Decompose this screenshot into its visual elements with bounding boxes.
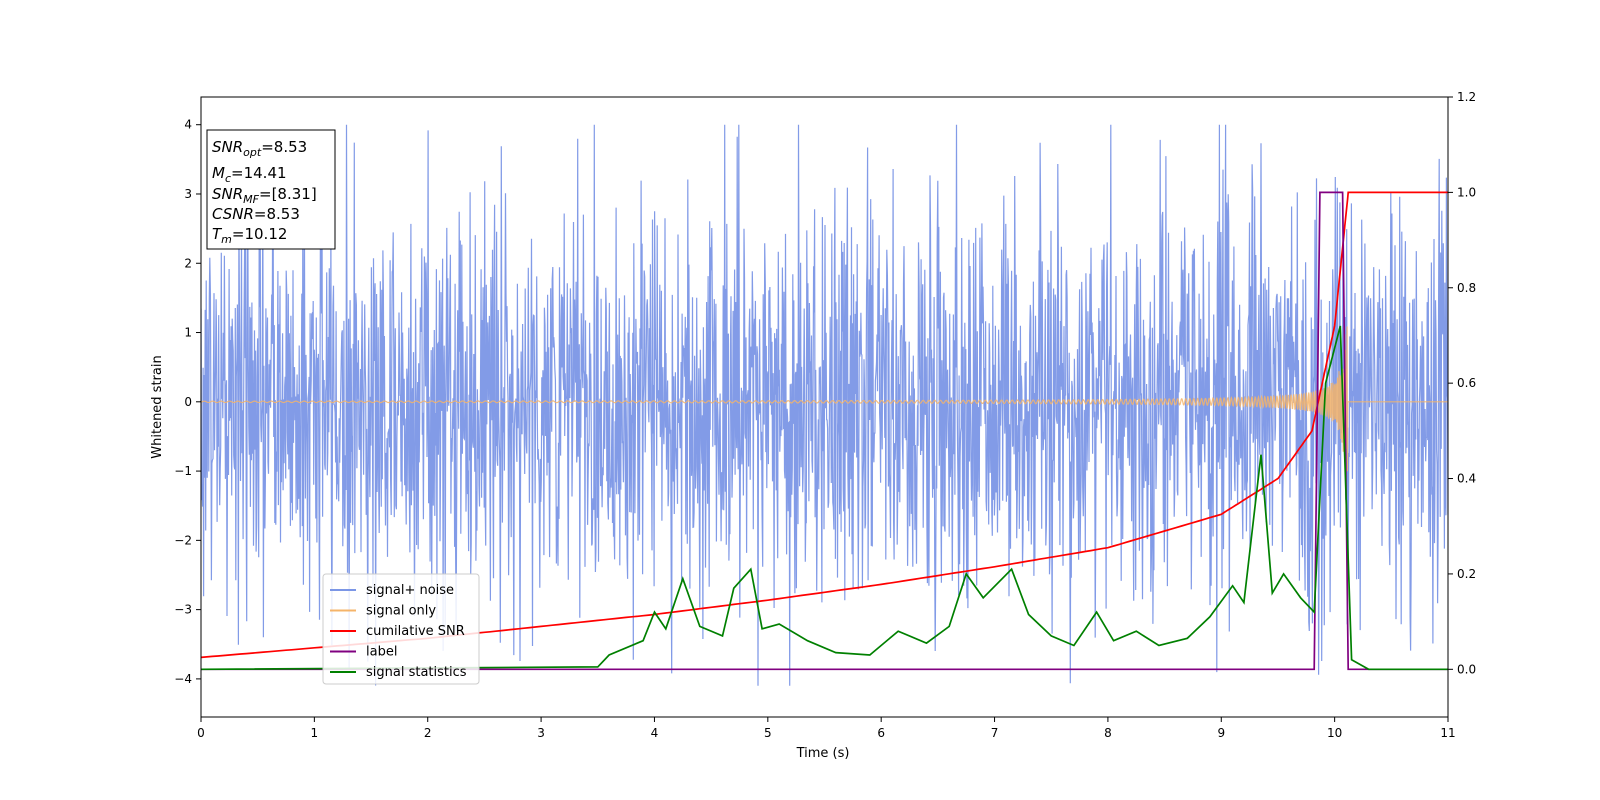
y2-tick-label: 0.6 — [1457, 376, 1476, 390]
x-axis-label: Time (s) — [796, 746, 850, 761]
annotation-line: SNRMF=[8.31] — [212, 185, 317, 206]
legend: signal+ noise signal only cumilative SNR la… — [322, 573, 480, 685]
series-line-signal-only — [201, 326, 1448, 472]
x-tick-label: 7 — [991, 726, 999, 740]
series-line-signal-noise — [201, 124, 1448, 686]
y-axis-label: Whitened strain — [150, 355, 165, 458]
annotation-line: Mc=14.41 — [212, 164, 287, 185]
legend-item: label — [330, 645, 397, 660]
x-tick-label: 5 — [764, 726, 772, 740]
legend-item: signal+ noise — [330, 583, 454, 598]
y-tick-label: −3 — [174, 603, 192, 617]
annotation-line: Tm=10.12 — [212, 225, 287, 246]
x-tick-label: 11 — [1440, 726, 1455, 740]
signal-series-group — [201, 326, 1448, 472]
legend-frame — [322, 573, 480, 685]
x-tick-label: 9 — [1217, 726, 1225, 740]
y2-tick-label: 1.2 — [1457, 90, 1476, 104]
y2-tick-label: 0.8 — [1457, 281, 1476, 295]
x-axis: 0 1 2 3 4 5 6 7 8 9 10 11 — [197, 717, 1456, 740]
metrics-annotation: SNRopt=8.53 Mc=14.41SNRMF=[8.31]CSNR=8.53… — [206, 129, 336, 250]
x-tick-label: 1 — [311, 726, 319, 740]
y2-tick-label: 1.0 — [1457, 185, 1476, 199]
y-tick-label: 2 — [184, 256, 192, 270]
annotation-line: SNRopt=8.53 — [212, 138, 307, 159]
y-tick-label: −4 — [174, 672, 192, 686]
legend-label: signal+ noise — [366, 583, 454, 598]
x-tick-label: 3 — [537, 726, 545, 740]
x-tick-label: 6 — [877, 726, 885, 740]
x-tick-label: 8 — [1104, 726, 1112, 740]
y2-tick-label: 0.2 — [1457, 567, 1476, 581]
x-tick-label: 4 — [651, 726, 659, 740]
plot-frame — [200, 96, 1449, 718]
y-axis-right: 1.2 1.0 0.8 0.6 0.4 0.2 0.0 — [1448, 90, 1476, 676]
x-tick-label: 2 — [424, 726, 432, 740]
legend-label: signal statistics — [366, 665, 467, 680]
y-tick-label: 3 — [184, 187, 192, 201]
y-tick-label: 1 — [184, 326, 192, 340]
y-tick-label: −2 — [174, 533, 192, 547]
legend-item: cumilative SNR — [330, 624, 465, 639]
annotation-frame — [206, 129, 336, 250]
legend-item: signal statistics — [330, 665, 467, 680]
x-tick-label: 10 — [1327, 726, 1342, 740]
x-tick-label: 0 — [197, 726, 205, 740]
y-tick-label: −1 — [174, 464, 192, 478]
legend-label: label — [366, 645, 397, 660]
legend-label: cumilative SNR — [366, 624, 465, 639]
annotation-line: CSNR=8.53 — [212, 205, 300, 223]
legend-item: signal only — [330, 604, 436, 619]
series-line-label — [201, 191, 1448, 671]
y2-tick-label: 0.4 — [1457, 472, 1476, 486]
y2-tick-label: 0.0 — [1457, 662, 1476, 676]
legend-label: signal only — [366, 604, 436, 619]
series-line-signal-statistics — [201, 325, 1448, 671]
noise-series-group — [201, 124, 1448, 686]
y-tick-label: 4 — [184, 118, 192, 132]
y-tick-label: 0 — [184, 395, 192, 409]
y-axis-left: 4 3 2 1 0 −1 −2 −3 −4 — [174, 118, 201, 686]
